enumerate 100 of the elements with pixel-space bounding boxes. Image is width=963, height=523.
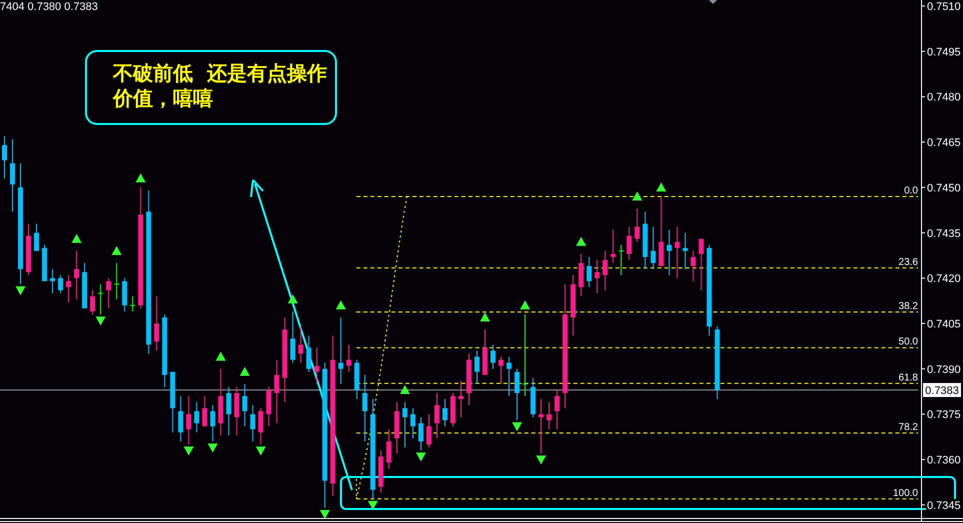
y-tick-label: 0.7495 (927, 46, 961, 58)
candlestick (346, 344, 352, 372)
candlestick (386, 428, 392, 470)
candlestick (298, 326, 304, 364)
point (208, 443, 218, 452)
y-tick-label: 0.7360 (927, 454, 961, 467)
candlestick (650, 226, 656, 270)
candlestick (522, 314, 528, 397)
point (256, 446, 266, 456)
candlestick (114, 262, 120, 300)
candlestick (602, 250, 608, 291)
candlestick (426, 414, 432, 448)
point (216, 352, 226, 361)
point (632, 192, 642, 201)
annotation: 38.2 (898, 301, 918, 312)
candlestick (402, 402, 408, 448)
candlestick (90, 290, 96, 315)
candlestick (210, 404, 216, 442)
point (400, 385, 410, 394)
candlestick (698, 238, 704, 291)
ref-line-label: 0.7383 (925, 385, 959, 398)
point (184, 446, 194, 456)
candlestick (178, 396, 184, 442)
candlestick (186, 396, 192, 445)
y-tick-label: 0.7420 (927, 273, 961, 286)
candlestick (498, 356, 504, 384)
point (368, 500, 378, 510)
point (136, 173, 146, 182)
y-tick-label: 0.7345 (927, 500, 961, 512)
candlestick (514, 368, 520, 421)
candlestick (674, 226, 680, 279)
candlestick (34, 223, 40, 252)
candlestick (50, 268, 56, 294)
candlestick (490, 344, 496, 370)
candlestick (194, 402, 200, 433)
candlestick (250, 404, 256, 442)
candlestick (274, 359, 280, 424)
candlestick (154, 296, 160, 352)
y-tick-label: 0.7390 (927, 364, 961, 376)
point (536, 456, 546, 465)
y-tick-label: 0.7480 (927, 92, 961, 104)
candlestick (290, 310, 296, 364)
candlestick (226, 386, 232, 436)
point (336, 300, 346, 310)
point (320, 510, 330, 519)
y-tick-label: 0.7510 (927, 1, 961, 14)
candlestick (634, 208, 640, 242)
candlestick (58, 274, 64, 294)
y-tick-label: 0.7450 (927, 182, 961, 194)
candlestick (554, 390, 560, 430)
annotation: 100.0 (892, 488, 918, 499)
point (96, 316, 106, 326)
point (240, 366, 250, 376)
annotation: 0.0 (904, 186, 918, 197)
candlestick (258, 408, 264, 445)
candlestick (682, 232, 688, 270)
point (72, 234, 82, 243)
candlestick (666, 229, 672, 276)
candlestick (2, 136, 8, 179)
candlestick (418, 416, 424, 451)
annotation: 不破前低 还是有点操作价值，嘻嘻 (113, 61, 327, 111)
point (480, 312, 490, 322)
point (112, 246, 122, 255)
candlestick (586, 256, 592, 288)
candlestick (202, 396, 208, 427)
annotation: 7404 0.7380 0.7383 (0, 1, 98, 13)
point (288, 294, 298, 304)
candlestick (338, 316, 344, 384)
candlestick (538, 398, 544, 454)
candlestick (610, 229, 616, 264)
candlestick (594, 260, 600, 294)
candlestick (506, 356, 512, 397)
y-tick-label: 0.7375 (927, 409, 961, 422)
candlestick (314, 347, 320, 384)
candlestick (306, 335, 312, 372)
annotation: 23.6 (898, 256, 918, 268)
candlestick (546, 402, 552, 430)
candlestick (362, 374, 368, 442)
candlestick (474, 350, 480, 384)
candlestick (98, 284, 104, 315)
candlestick (442, 398, 448, 427)
candlestick (106, 278, 112, 309)
point (520, 300, 530, 310)
candlestick (410, 408, 416, 439)
point (656, 182, 666, 192)
point (512, 422, 522, 432)
point (16, 286, 26, 296)
y-tick-label: 0.7405 (927, 318, 961, 331)
candlestick (434, 392, 440, 439)
point (416, 452, 426, 462)
candlestick (458, 380, 464, 418)
candlestick (130, 296, 136, 312)
candlestick (74, 250, 80, 300)
candlestick (690, 250, 696, 282)
candlestick (626, 226, 632, 261)
annotation: 78.2 (898, 422, 918, 433)
candlestick (10, 138, 16, 212)
candlestick (66, 274, 72, 303)
annotation: 61.8 (898, 372, 918, 384)
point (576, 236, 586, 246)
